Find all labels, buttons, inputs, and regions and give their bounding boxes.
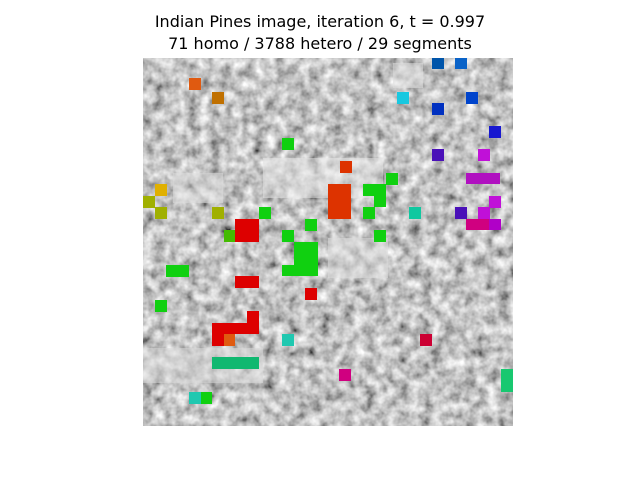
segment-block: [478, 149, 490, 161]
segment-block: [247, 311, 259, 323]
segment-block: [305, 288, 317, 300]
segment-block: [282, 230, 294, 242]
segment-block: [166, 265, 189, 277]
segment-block: [489, 196, 501, 208]
segment-overlays: [143, 58, 513, 404]
figure-title-line-2: 71 homo / 3788 hetero / 29 segments: [168, 34, 472, 53]
segment-block: [501, 369, 513, 392]
segment-block: [155, 300, 167, 312]
segment-block: [143, 196, 155, 208]
segmentation-image: [143, 58, 513, 426]
figure-title-line-1: Indian Pines image, iteration 6, t = 0.9…: [154, 12, 486, 31]
segment-block: [363, 184, 386, 196]
segment-block: [489, 219, 501, 230]
segment-block: [466, 173, 500, 184]
segment-block: [432, 149, 444, 161]
segment-block: [466, 219, 490, 230]
segment-block: [212, 323, 259, 334]
segment-block: [155, 184, 167, 196]
segment-block: [305, 219, 317, 231]
segment-block: [224, 230, 236, 242]
segment-block: [235, 219, 259, 242]
segment-block: [432, 103, 444, 115]
segment-block: [420, 334, 432, 346]
segment-block: [363, 207, 375, 219]
segment-block: [189, 392, 201, 404]
segment-block: [466, 92, 478, 104]
segment-block: [374, 230, 386, 242]
segment-block: [189, 78, 201, 90]
segment-block: [340, 161, 352, 173]
segment-block: [339, 369, 351, 381]
segment-block: [328, 184, 351, 219]
segment-block: [409, 207, 421, 219]
segment-block: [155, 207, 167, 219]
indian-pines-image: [143, 58, 513, 426]
segment-block: [282, 334, 294, 346]
segment-block: [259, 207, 271, 219]
segment-block: [455, 207, 467, 219]
segment-block: [489, 126, 501, 138]
bright-regions: [143, 63, 423, 383]
segment-block: [212, 207, 224, 219]
segment-block: [386, 173, 398, 185]
segment-block: [201, 392, 212, 404]
segment-block: [478, 207, 490, 219]
segment-block: [235, 276, 259, 288]
segment-block: [212, 92, 224, 104]
segment-block: [397, 92, 409, 104]
segment-block: [282, 265, 306, 276]
segment-block: [212, 357, 259, 369]
segment-block: [224, 334, 235, 346]
segment-block: [455, 58, 467, 69]
segment-block: [432, 58, 444, 69]
segment-block: [374, 196, 386, 207]
segment-block: [282, 138, 294, 150]
